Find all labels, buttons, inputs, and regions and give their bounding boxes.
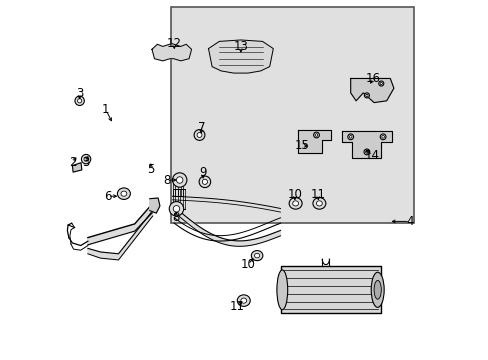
Text: 4: 4 <box>406 215 413 228</box>
Ellipse shape <box>254 253 259 258</box>
Text: 8: 8 <box>163 174 170 186</box>
Bar <box>280 266 381 313</box>
Text: 1: 1 <box>102 103 109 116</box>
Ellipse shape <box>75 96 84 105</box>
Ellipse shape <box>380 134 385 140</box>
Text: 3: 3 <box>82 156 90 169</box>
Ellipse shape <box>365 94 367 96</box>
Ellipse shape <box>251 251 263 261</box>
Text: 6: 6 <box>104 190 111 203</box>
Ellipse shape <box>78 99 81 103</box>
Text: 7: 7 <box>197 121 204 134</box>
Ellipse shape <box>199 176 210 188</box>
Ellipse shape <box>349 135 351 138</box>
Ellipse shape <box>363 149 369 155</box>
Ellipse shape <box>313 132 319 138</box>
Ellipse shape <box>172 173 186 187</box>
Polygon shape <box>341 131 391 158</box>
Text: 16: 16 <box>365 72 380 85</box>
Ellipse shape <box>202 179 207 184</box>
Text: 10: 10 <box>287 188 302 201</box>
Text: 15: 15 <box>294 139 309 152</box>
Ellipse shape <box>194 130 204 140</box>
Polygon shape <box>72 163 81 172</box>
Ellipse shape <box>315 134 317 136</box>
Ellipse shape <box>176 177 183 183</box>
Ellipse shape <box>84 157 88 161</box>
Ellipse shape <box>316 201 322 206</box>
Polygon shape <box>88 203 152 245</box>
Ellipse shape <box>173 206 179 212</box>
Ellipse shape <box>347 134 353 140</box>
Ellipse shape <box>169 202 183 216</box>
Ellipse shape <box>381 135 384 138</box>
Polygon shape <box>208 40 273 73</box>
Text: 10: 10 <box>240 258 255 271</box>
Ellipse shape <box>373 280 381 299</box>
Ellipse shape <box>365 150 367 153</box>
Text: 9: 9 <box>199 166 206 179</box>
Ellipse shape <box>378 81 383 86</box>
Ellipse shape <box>81 154 91 164</box>
Polygon shape <box>149 198 160 213</box>
Polygon shape <box>152 44 191 61</box>
Ellipse shape <box>379 82 382 85</box>
Text: 12: 12 <box>166 37 182 50</box>
Polygon shape <box>172 205 280 246</box>
Text: 5: 5 <box>147 163 154 176</box>
Ellipse shape <box>288 198 302 209</box>
Ellipse shape <box>364 93 368 98</box>
Text: 11: 11 <box>229 300 244 313</box>
Text: 3: 3 <box>76 87 83 100</box>
Ellipse shape <box>370 272 384 307</box>
Text: 8: 8 <box>172 211 180 224</box>
Ellipse shape <box>241 298 246 303</box>
Polygon shape <box>298 130 330 153</box>
Text: 2: 2 <box>68 156 76 169</box>
Text: 13: 13 <box>233 40 248 53</box>
Ellipse shape <box>276 270 287 310</box>
Ellipse shape <box>312 198 325 209</box>
Ellipse shape <box>237 295 250 306</box>
Ellipse shape <box>292 201 298 206</box>
Ellipse shape <box>121 191 126 196</box>
Polygon shape <box>350 78 393 103</box>
Ellipse shape <box>197 132 202 138</box>
Text: 11: 11 <box>310 188 325 201</box>
Ellipse shape <box>117 188 130 199</box>
Polygon shape <box>88 211 152 260</box>
Bar <box>170 7 413 223</box>
Text: 14: 14 <box>364 149 379 162</box>
